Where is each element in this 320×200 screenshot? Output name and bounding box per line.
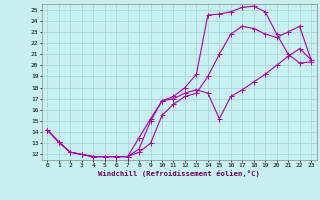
X-axis label: Windchill (Refroidissement éolien,°C): Windchill (Refroidissement éolien,°C) <box>98 170 260 177</box>
